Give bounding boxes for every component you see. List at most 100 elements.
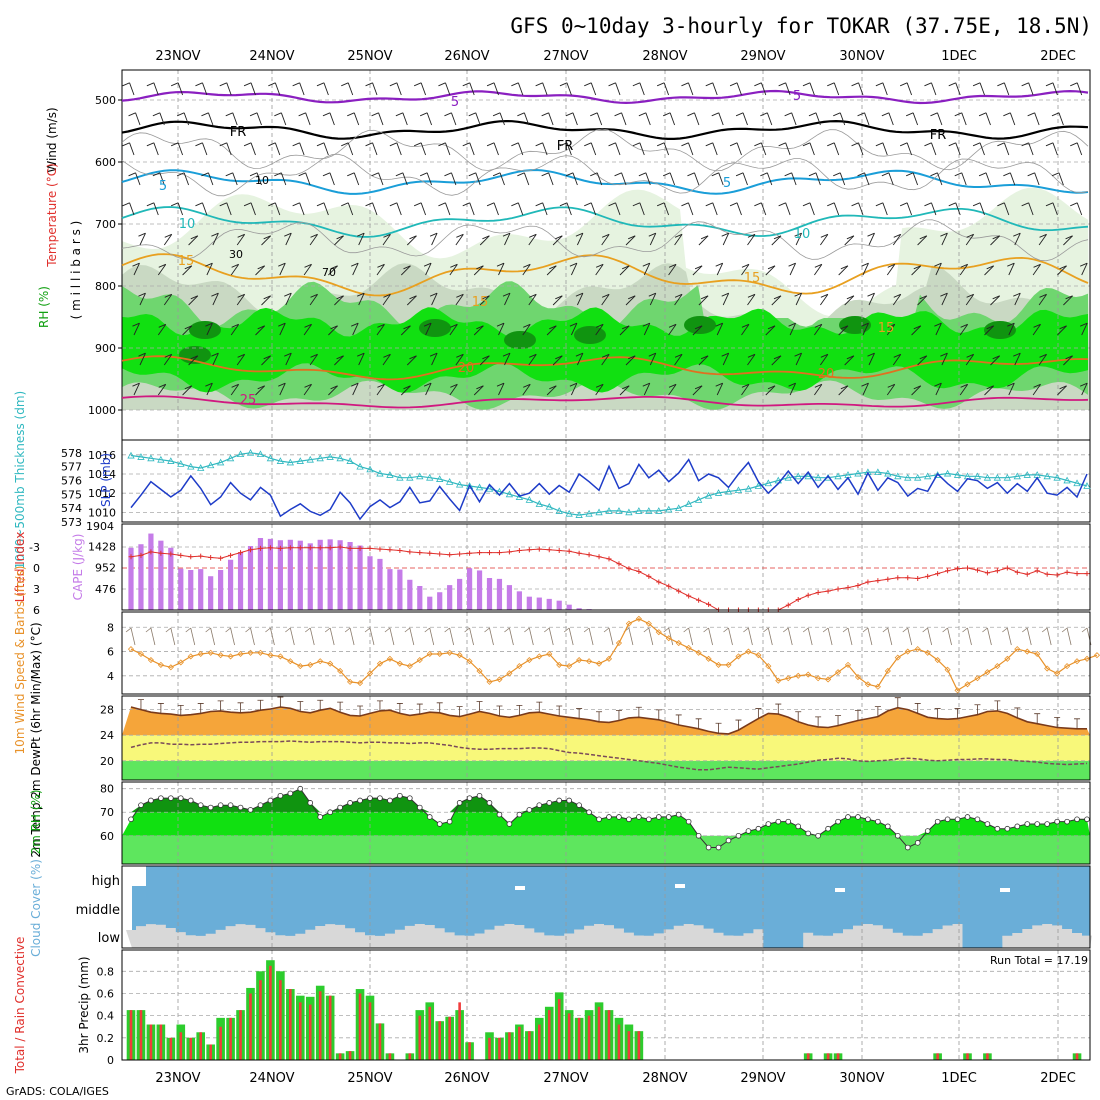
li-point (1074, 571, 1080, 577)
wind-barb (496, 322, 505, 336)
barb-flag (867, 292, 875, 297)
contour-label-2: 5 (159, 179, 167, 194)
wind-barb (201, 112, 214, 126)
rh-label-0: 10 (255, 174, 269, 187)
surface-barb-flag (245, 627, 251, 633)
barb-shaft (990, 235, 1001, 246)
barb-flag (357, 352, 365, 357)
barb-shaft (1057, 325, 1067, 336)
barb-flag (176, 112, 185, 117)
wind-barb (802, 202, 815, 216)
barb-flag (341, 142, 349, 147)
rh-point (496, 811, 503, 818)
wind-barb (1027, 112, 1040, 126)
barb-shaft (795, 353, 803, 366)
wind-point (994, 663, 1001, 670)
li-point (337, 544, 343, 550)
cape-bar (466, 568, 473, 610)
barb-shaft (202, 82, 208, 96)
wind-barb (341, 142, 354, 156)
wind-point (496, 676, 503, 683)
wind-barb (784, 112, 797, 126)
barb-shaft (961, 112, 967, 126)
barb-shaft (814, 324, 823, 336)
barb-shaft (712, 82, 718, 96)
barb-flag (496, 382, 505, 387)
surface-barb (130, 627, 136, 646)
barb-flag (438, 202, 446, 207)
wind-barb (406, 355, 417, 366)
wind-barb (236, 233, 246, 246)
barb-shaft (493, 202, 499, 216)
barb-flag (954, 172, 962, 177)
date-bottom-9: 2DEC (1040, 1071, 1076, 1086)
wind-point (436, 650, 443, 658)
barb-shaft (153, 142, 159, 156)
wind-barb (219, 142, 232, 156)
barb-flag (278, 262, 286, 267)
barb-shaft (420, 202, 427, 216)
cape-bar (566, 604, 572, 610)
temp-tick-28: 28 (100, 704, 114, 717)
wind-barb (721, 352, 730, 366)
barb-shaft (595, 384, 604, 396)
wind-barb (182, 265, 193, 276)
barb-shaft (1081, 323, 1088, 336)
temp-errorbar (874, 706, 881, 717)
barb-flag (535, 82, 543, 87)
wind-barb (122, 142, 135, 156)
rh-point (476, 792, 483, 799)
barb-flag (403, 325, 411, 330)
barb-shaft (1076, 82, 1083, 96)
barb-flag (569, 382, 578, 387)
barb-shaft (129, 82, 135, 96)
surface-barb (628, 627, 634, 646)
barb-shaft (765, 325, 776, 336)
wind-barb (243, 142, 256, 156)
barb-flag (705, 202, 713, 207)
barb-flag (887, 263, 895, 268)
barb-shaft (906, 142, 913, 156)
li-point (228, 552, 234, 558)
wind-point (426, 650, 433, 658)
barb-flag (674, 233, 683, 238)
contour-label-6: 25 (240, 393, 257, 408)
barb-shaft (177, 202, 184, 216)
wind-barb (911, 265, 922, 276)
wind-barb (389, 82, 402, 96)
temp-errorbar (735, 719, 742, 731)
thickness-point (1053, 473, 1061, 481)
wind-barb (948, 142, 961, 156)
wind-barb (687, 172, 700, 186)
wind-barb (413, 82, 427, 96)
rh-dark-blob-0 (189, 321, 221, 339)
contour-5-lower (121, 168, 1089, 195)
temp-errorbar (1034, 713, 1041, 724)
barb-flag (760, 172, 768, 177)
wind-barb (146, 82, 159, 96)
thickness-point (286, 458, 295, 466)
wind-barb (984, 265, 995, 276)
rh-point (347, 800, 353, 806)
barb-shaft (747, 294, 756, 306)
barb-flag (201, 112, 209, 117)
barb-flag (595, 323, 604, 328)
barb-flag (523, 323, 531, 328)
barb-shaft (955, 142, 961, 156)
surface-barb-flag (922, 627, 928, 633)
li-point (596, 554, 602, 560)
barb-flag (569, 322, 578, 327)
rh-point (735, 832, 742, 839)
wind-barb (590, 172, 603, 186)
precip-conv-bar (179, 1032, 183, 1060)
cape-bar (227, 559, 234, 610)
surface-barb (309, 627, 315, 646)
barb-flag (893, 293, 901, 298)
barb-shaft (663, 82, 670, 96)
barb-shaft (619, 385, 630, 396)
p4-frame (121, 611, 1091, 695)
li-point (516, 548, 522, 553)
wind-barb (1070, 142, 1083, 156)
